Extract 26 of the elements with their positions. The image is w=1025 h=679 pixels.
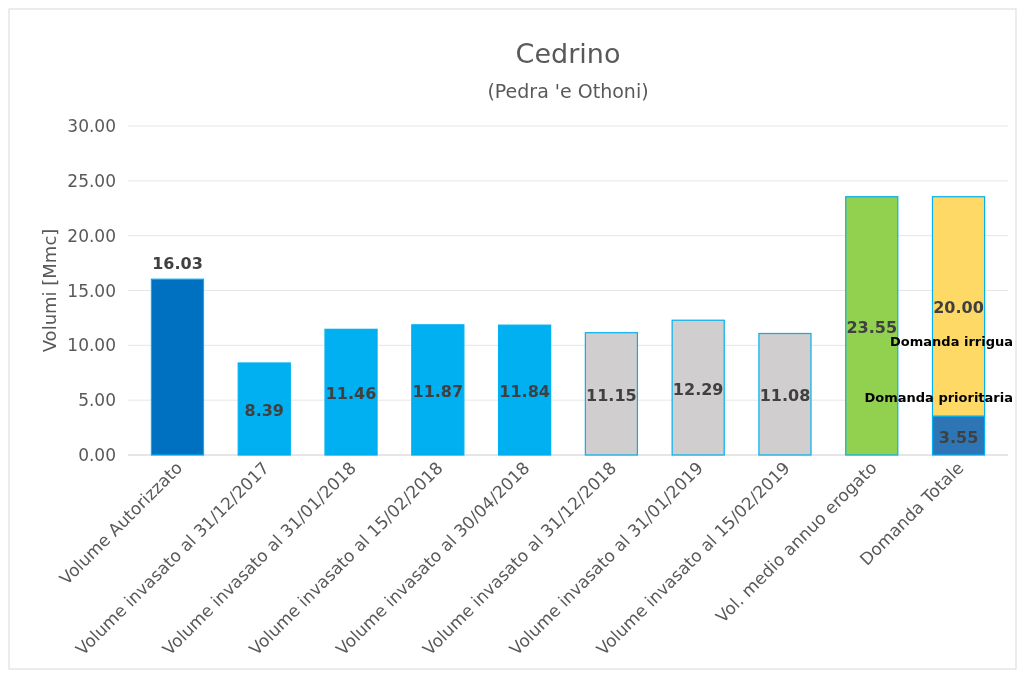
bar xyxy=(497,324,552,456)
bar xyxy=(324,328,378,456)
y-tick-label: 10.00 xyxy=(67,335,116,356)
bar xyxy=(411,324,465,456)
bar xyxy=(150,278,205,456)
chart-title: Cedrino xyxy=(515,38,621,69)
y-axis-title: Volumi [Mmc] xyxy=(39,228,60,353)
data-label: 11.46 xyxy=(325,384,377,404)
chart-subtitle: (Pedra 'e Othoni) xyxy=(487,80,649,102)
data-label: 11.87 xyxy=(412,381,464,401)
data-label: 16.03 xyxy=(152,254,203,274)
y-tick-label: 25.00 xyxy=(67,170,116,191)
data-label: 3.55 xyxy=(938,427,979,447)
y-tick-label: 0.00 xyxy=(78,445,116,465)
data-label: 11.84 xyxy=(499,382,550,402)
data-label: 8.39 xyxy=(244,400,284,420)
data-label: 23.55 xyxy=(846,317,898,337)
y-tick-label: 30.00 xyxy=(67,116,116,136)
data-label: 12.29 xyxy=(672,379,724,399)
bar xyxy=(237,362,291,456)
y-tick-label: 15.00 xyxy=(67,280,116,301)
data-label: 11.15 xyxy=(586,385,637,405)
y-tick-label: 5.00 xyxy=(78,390,116,411)
data-label: 11.08 xyxy=(759,386,811,406)
data-label: 20.00 xyxy=(933,298,984,318)
y-tick-label: 20.00 xyxy=(67,225,116,246)
